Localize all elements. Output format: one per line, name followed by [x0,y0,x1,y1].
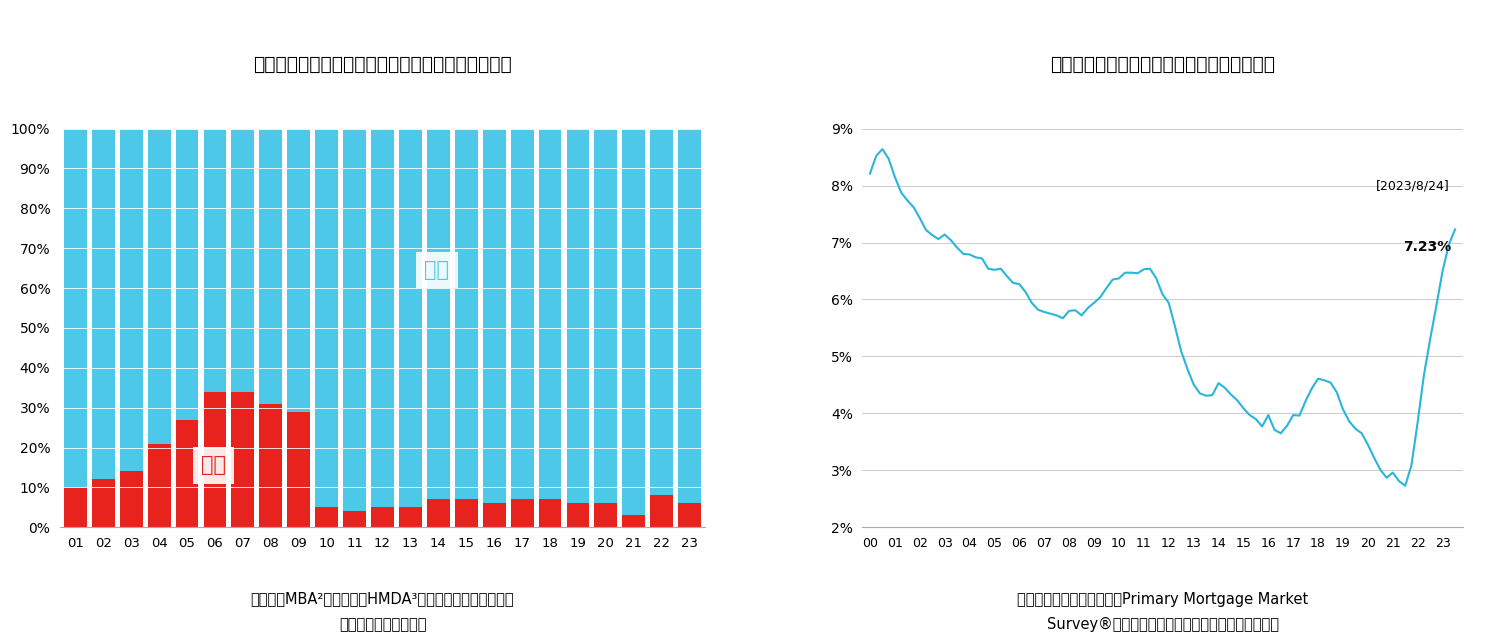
Bar [64,129,87,487]
Bar [622,515,645,527]
Bar [92,129,114,480]
Text: 固定: 固定 [424,260,450,280]
Bar [427,129,450,500]
Text: 変動: 変動 [201,455,226,475]
Bar [399,507,422,527]
Bar [454,500,477,527]
Bar [538,129,561,500]
Text: （出所）MBA²が分析したHMDA³データをもとにニッセイ: （出所）MBA²が分析したHMDA³データをもとにニッセイ [251,592,514,606]
Bar [510,500,534,527]
Bar [64,487,87,527]
Bar [427,500,450,527]
Bar [120,129,142,471]
Bar [678,503,700,527]
Text: 基礎研究所が加工作成: 基礎研究所が加工作成 [339,617,426,632]
Bar [399,129,422,507]
Bar [231,392,255,527]
Bar [510,129,534,500]
Bar [176,420,198,527]
Bar [370,129,394,507]
Bar [147,129,171,444]
Bar [315,129,338,507]
Bar [204,392,226,527]
Bar [260,129,282,404]
Bar [594,503,618,527]
Text: 図表２アメリカの３０年固定住宅ローン金利: 図表２アメリカの３０年固定住宅ローン金利 [1050,55,1275,74]
Bar [204,129,226,392]
Text: （出所）フレディマック「Primary Mortgage Market: （出所）フレディマック「Primary Mortgage Market [1017,592,1308,606]
Bar [370,507,394,527]
Bar [651,495,674,527]
Bar [678,129,700,503]
Bar [567,503,590,527]
Bar [454,129,477,500]
Bar [622,129,645,515]
Bar [120,471,142,527]
Bar [344,511,366,527]
Bar [594,129,618,503]
Bar [651,129,674,495]
Bar [176,129,198,420]
Bar [231,129,255,392]
Bar [92,480,114,527]
Bar [567,129,590,503]
Bar [315,507,338,527]
Text: [2023/8/24]: [2023/8/24] [1377,179,1450,192]
Bar [288,412,310,527]
Bar [483,129,506,503]
Bar [147,444,171,527]
Bar [344,129,366,511]
Bar [288,129,310,412]
Bar [538,500,561,527]
Text: 7.23%: 7.23% [1402,240,1452,253]
Text: Survey®」をもとにニッセイ基礎研究所が加工作成: Survey®」をもとにニッセイ基礎研究所が加工作成 [1047,617,1278,632]
Bar [483,503,506,527]
Bar [260,404,282,527]
Text: 図表１　アメリカの住宅ローン金利タイプ別シェア: 図表１ アメリカの住宅ローン金利タイプ別シェア [254,55,512,74]
